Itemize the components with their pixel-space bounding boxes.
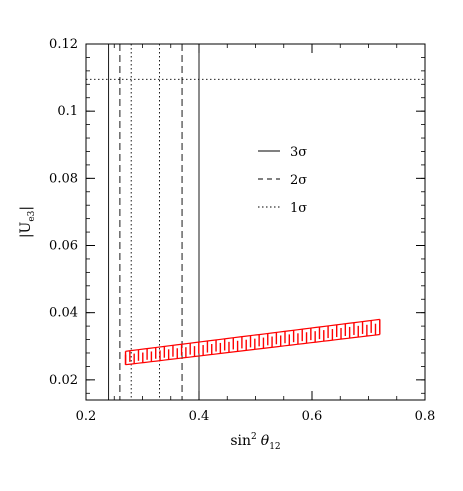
x-axis-label: sin2 θ12 [230, 432, 280, 452]
x-axis-label-main: sin [230, 433, 251, 449]
x-tick-label: 0.2 [76, 409, 97, 424]
band-lower-edge [125, 333, 380, 366]
legend-label: 2σ [290, 173, 307, 188]
x-axis-label-theta: θ [261, 433, 270, 449]
x-tick-label: 0.8 [415, 409, 436, 424]
x-tick-label: 0.6 [302, 409, 323, 424]
legend-label: 1σ [290, 201, 307, 216]
band-upper-edge [125, 318, 380, 352]
y-tick-label: 0.06 [49, 239, 78, 254]
legend: 3σ 2σ 1σ [258, 145, 307, 216]
y-axis-label-close: | [18, 206, 34, 211]
y-tick-label: 0.04 [49, 306, 78, 321]
bounds-layer [86, 44, 425, 400]
y-tick-label: 0.02 [49, 373, 78, 388]
y-axis-label: |Ue3| [18, 206, 37, 238]
x-axis-label-sub: 12 [269, 442, 280, 452]
y-axis-label-open: |U [18, 221, 34, 238]
y-axis-label-sub: e3 [27, 210, 37, 221]
y-tick-label: 0.12 [49, 37, 78, 52]
x-tick-label: 0.4 [189, 409, 210, 424]
legend-label: 3σ [290, 145, 307, 160]
band-layer [124, 318, 381, 366]
y-tick-label: 0.1 [57, 104, 78, 119]
ticks-layer: 0.2 0.4 0.6 0.8 0.02 0.04 0.06 0.08 0.1 0.12 [49, 37, 435, 424]
x-axis-label-sup: 2 [251, 432, 257, 442]
y-tick-label: 0.08 [49, 171, 78, 186]
